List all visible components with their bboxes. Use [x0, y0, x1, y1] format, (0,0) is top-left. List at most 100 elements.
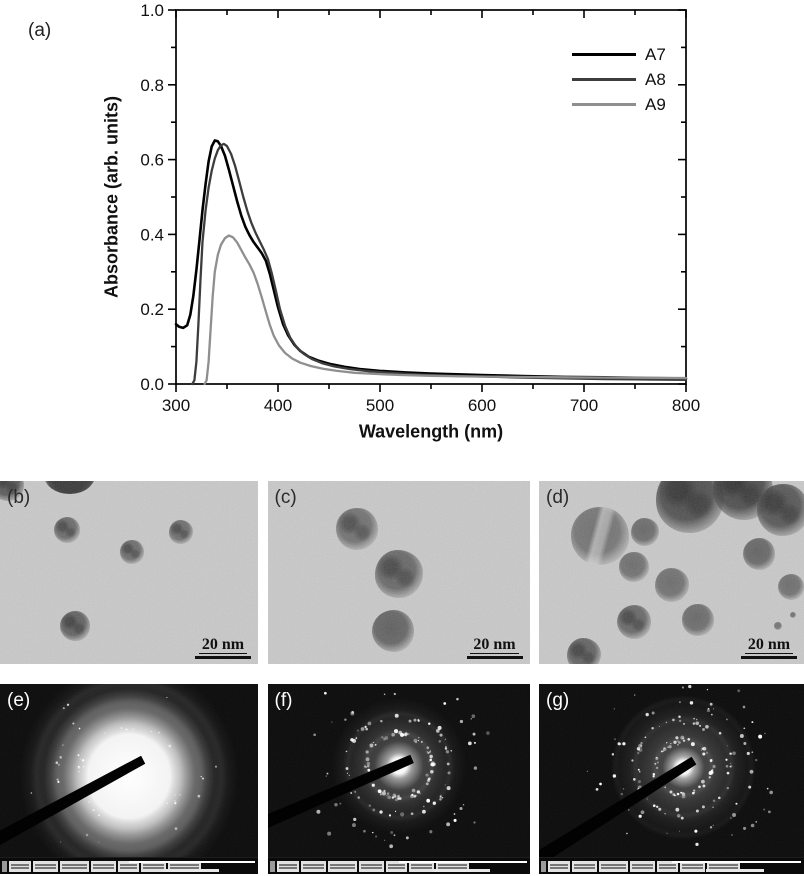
metadata-box	[118, 860, 139, 872]
nanoparticle	[567, 637, 602, 664]
panel-label: (g)	[546, 690, 570, 711]
nanoparticle	[773, 621, 782, 630]
metadata-box	[599, 860, 628, 872]
svg-text:400: 400	[264, 396, 292, 415]
beam-stopper-rod	[539, 756, 697, 858]
nanoparticle	[756, 484, 804, 537]
legend-entry: A7	[572, 42, 666, 67]
nanoparticle	[619, 552, 650, 582]
nanoparticle	[168, 520, 193, 545]
tem-panel-c: (c) 20 nm	[267, 481, 530, 664]
chart-legend: A7 A8 A9	[572, 42, 666, 117]
svg-text:500: 500	[366, 396, 394, 415]
svg-text:800: 800	[672, 396, 700, 415]
legend-entry: A9	[572, 92, 666, 117]
metadata-box	[707, 860, 740, 872]
saed-image-row: (e) (f) (g)	[0, 684, 804, 874]
metadata-first-box	[541, 860, 546, 872]
spectra-plot: 300 400 500 600 700 800 0.0 0.2 0.4 0.6 0.8 1.0	[140, 1, 700, 415]
metadata-box	[680, 860, 705, 872]
scale-bar-line	[195, 656, 251, 659]
metadata-box	[385, 860, 407, 872]
diffraction-pattern	[267, 684, 530, 858]
metadata-box	[435, 860, 469, 872]
metadata-scale-line	[398, 861, 527, 863]
metadata-box	[358, 860, 384, 872]
tem-image-row: (b) 20 nm (c) 20 nm (d) 20 nm	[0, 481, 804, 664]
nanoparticle	[777, 574, 804, 601]
metadata-first-box	[2, 860, 7, 872]
metadata-bar	[0, 857, 258, 874]
metadata-box	[276, 860, 299, 872]
metadata-box	[168, 860, 201, 872]
metadata-box	[572, 860, 597, 872]
scale-bar-label: 20 nm	[744, 636, 794, 654]
scale-bar-line	[466, 656, 523, 659]
svg-text:0.4: 0.4	[140, 225, 164, 244]
metadata-scale-line2	[432, 869, 491, 872]
metadata-scale-line2	[705, 869, 765, 872]
y-axis-title: Absorbance (arb. units)	[101, 95, 122, 299]
legend-entry: A8	[572, 67, 666, 92]
metadata-box	[9, 860, 31, 872]
scale-bar: 20 nm	[466, 636, 523, 659]
nanoparticle	[790, 611, 797, 618]
legend-label: A9	[645, 94, 666, 114]
diffraction-pattern	[539, 684, 804, 858]
panel-label: (c)	[274, 487, 297, 508]
scale-bar-label: 20 nm	[198, 636, 248, 654]
svg-text:700: 700	[570, 396, 598, 415]
nanoparticle	[570, 506, 629, 565]
scale-bar-line	[741, 656, 797, 659]
svg-text:0.0: 0.0	[140, 375, 164, 394]
nanoparticle	[631, 518, 659, 547]
metadata-box	[657, 860, 678, 872]
nanoparticle	[54, 517, 81, 544]
beam-stopper-rod	[0, 755, 146, 846]
metadata-bar	[267, 857, 530, 874]
x-axis-title: Wavelength (nm)	[358, 421, 504, 442]
nanoparticle	[617, 604, 652, 639]
saed-panel-e: (e)	[0, 684, 258, 874]
metadata-box	[91, 860, 116, 872]
nanoparticle	[335, 507, 378, 550]
saed-panel-f: (f)	[267, 684, 530, 874]
saed-panel-g: (g)	[539, 684, 804, 874]
diffraction-pattern	[0, 684, 258, 858]
nanoparticle	[654, 568, 689, 603]
scale-bar-label: 20 nm	[470, 636, 519, 654]
metadata-bar	[539, 857, 804, 874]
beam-stopper-rod	[267, 754, 414, 829]
metadata-box	[33, 860, 58, 872]
metadata-box	[548, 860, 570, 872]
nanoparticle	[374, 550, 423, 599]
svg-text:0.8: 0.8	[140, 76, 164, 95]
metadata-scale-line2	[162, 869, 220, 872]
metadata-box	[60, 860, 89, 872]
metadata-box	[630, 860, 655, 872]
legend-label: A7	[645, 44, 666, 64]
legend-label: A8	[645, 69, 666, 89]
metadata-scale-line	[671, 861, 801, 863]
svg-text:0.2: 0.2	[140, 300, 164, 319]
nanoparticle	[742, 538, 775, 571]
nanoparticle	[43, 481, 96, 494]
panel-label: (d)	[546, 487, 570, 508]
metadata-box	[300, 860, 326, 872]
svg-text:300: 300	[162, 396, 190, 415]
legend-line-swatch	[572, 78, 636, 81]
nanoparticle	[372, 610, 415, 653]
nanoparticle	[119, 540, 144, 565]
svg-text:1.0: 1.0	[140, 1, 164, 20]
metadata-scale-line	[129, 861, 255, 863]
scale-bar: 20 nm	[195, 636, 251, 659]
tem-panel-d: (d) 20 nm	[539, 481, 804, 664]
scale-bar: 20 nm	[741, 636, 797, 659]
metadata-first-box	[269, 860, 275, 872]
panel-label: (e)	[7, 690, 31, 711]
svg-text:600: 600	[468, 396, 496, 415]
metadata-box	[327, 860, 357, 872]
panel-a-label: (a)	[28, 20, 52, 41]
panel-label: (b)	[7, 487, 31, 508]
